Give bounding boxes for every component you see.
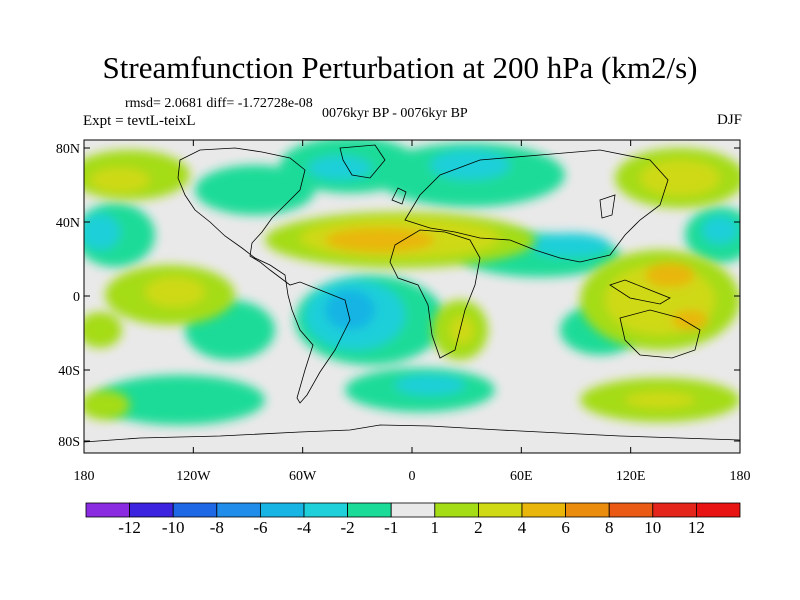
japan-coastline [599, 194, 616, 219]
latitude-axis: 80N 40N 0 40S 80S [56, 142, 740, 450]
colorbar-swatch [129, 502, 174, 518]
colorbar-label: 4 [518, 518, 527, 537]
experiment-label: Expt = tevtL-teixL [83, 113, 196, 129]
colorbar-label: 8 [605, 518, 614, 537]
colorbar-swatch [477, 502, 523, 518]
colorbar-swatch [521, 502, 566, 518]
eurasia-coastline [404, 149, 669, 263]
antarctica-coastline [84, 424, 740, 443]
lat-label: 40N [56, 216, 80, 231]
colorbar-label: -1 [384, 518, 398, 537]
colorbar-label: 12 [688, 518, 705, 537]
figure-title: Streamfunction Perturbation at 200 hPa (… [102, 50, 698, 85]
greenland-coastline [339, 144, 386, 179]
colorbar-swatch [172, 502, 218, 518]
lon-label: 60E [510, 469, 533, 484]
britain-coastline [391, 187, 407, 205]
colorbar-swatch [696, 502, 741, 518]
americas-coastline [177, 147, 351, 404]
lon-label: 180 [74, 469, 95, 484]
longitude-axis: 180 120W 60W 0 60E 120E 180 [74, 140, 751, 484]
colorbar-label: -4 [297, 518, 312, 537]
africa-coastline [389, 229, 481, 359]
stats-label: rmsd= 2.0681 diff= -1.72728e-08 [125, 96, 313, 111]
colorbar-swatch [216, 502, 261, 518]
colorbar-label: -12 [118, 518, 141, 537]
lon-label: 0 [409, 469, 416, 484]
colorbar-swatch [303, 502, 348, 518]
colorbar-swatch [565, 502, 610, 518]
lon-label: 120W [176, 469, 211, 484]
lat-label: 80S [58, 435, 80, 450]
colorbar-label: 2 [474, 518, 483, 537]
coastlines [84, 144, 740, 443]
colorbar: -12 -10 -8 -6 -4 -2 -1 1 2 4 6 8 10 12 [85, 502, 741, 537]
period-label: 0076kyr BP - 0076kyr BP [322, 106, 468, 121]
colorbar-swatch [85, 502, 130, 518]
colorbar-label: -10 [162, 518, 185, 537]
colorbar-label: 1 [431, 518, 440, 537]
colorbar-swatch [347, 502, 392, 518]
colorbar-label: -8 [210, 518, 224, 537]
lon-label: 60W [289, 469, 317, 484]
contour-fields [84, 140, 740, 425]
colorbar-label: 6 [561, 518, 570, 537]
season-label: DJF [716, 112, 742, 128]
colorbar-swatch [259, 502, 305, 518]
colorbar-swatch [608, 502, 654, 518]
lat-label: 0 [73, 290, 80, 305]
lat-label: 80N [56, 142, 80, 157]
australia-coastline [619, 309, 701, 359]
colorbar-swatch [434, 502, 479, 518]
colorbar-label: 10 [644, 518, 661, 537]
lon-label: 120E [616, 469, 646, 484]
maritime-coastline [609, 279, 671, 305]
colorbar-swatch [390, 502, 436, 518]
lat-label: 40S [58, 364, 80, 379]
colorbar-swatch [652, 502, 697, 518]
colorbar-label: -2 [341, 518, 355, 537]
colorbar-label: -6 [253, 518, 267, 537]
lon-label: 180 [730, 469, 751, 484]
